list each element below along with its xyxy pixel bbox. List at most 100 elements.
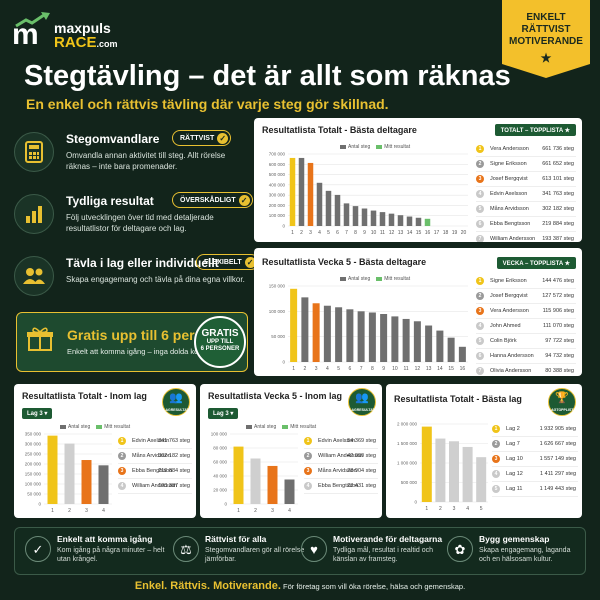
bar: [343, 203, 350, 226]
step-count: 613 101 steg: [542, 176, 574, 182]
x-tick-label: 15: [448, 366, 454, 372]
rank-badge: 1: [304, 437, 312, 445]
x-tick-label: 4: [326, 366, 329, 372]
y-tick-label: 300 000: [25, 442, 42, 447]
participant-name: Lag 12: [506, 471, 523, 477]
x-tick-label: 9: [363, 230, 366, 236]
leaderboard-row[interactable]: 7 William Andersson 193 387 steg: [476, 232, 576, 242]
y-tick-label: 0: [414, 500, 417, 505]
leaderboard-row[interactable]: 7 Olivia Andersson 80 388 steg: [476, 364, 576, 376]
leaderboard-row[interactable]: 3 Josef Bergqvist 613 101 steg: [476, 172, 576, 187]
bar: [391, 316, 399, 362]
x-tick-label: 18: [443, 230, 449, 236]
leaderboard-row[interactable]: 4 William Andersson 193 387 steg: [118, 479, 192, 494]
bar: [421, 426, 432, 502]
benefit-item: ♥ Motiverande för deltagarna Tydliga mål…: [301, 534, 443, 570]
leaderboard-row[interactable]: 4 John Ahmed 111 070 steg: [476, 319, 576, 334]
chart-legend: Antal steg Mitt resultat: [54, 424, 130, 430]
participant-name: Lag 2: [506, 426, 520, 432]
y-tick-label: 50 000: [271, 334, 285, 339]
bar: [368, 312, 376, 362]
leaderboard-row[interactable]: 1 Edvin Axelsson 54 369 steg: [304, 434, 378, 449]
bar: [462, 446, 473, 502]
x-tick-label: 5: [337, 366, 340, 372]
bar: [346, 309, 354, 362]
bar: [290, 288, 298, 362]
step-count: 23 431 steg: [347, 483, 376, 489]
panel-team-total: Resultatlista Totalt - Inom lag Lag 3 ▾ …: [14, 384, 196, 518]
x-tick-label: 4: [102, 508, 105, 514]
leaderboard-row[interactable]: 1 Edvin Axelsson 341 763 steg: [118, 434, 192, 449]
panel-title: Resultatlista Vecka 5 - Bästa deltagare: [262, 257, 427, 267]
chart-legend: Antal steg Mitt resultat: [334, 276, 410, 282]
leaderboard-row[interactable]: 3 Vera Andersson 115 906 steg: [476, 304, 576, 319]
x-tick-label: 2: [68, 508, 71, 514]
x-tick-label: 19: [452, 230, 458, 236]
leaderboard-row[interactable]: 5 Måns Arvidsson 302 182 steg: [476, 202, 576, 217]
leaderboard-row[interactable]: 4 Edvin Axelsson 341 763 steg: [476, 187, 576, 202]
panel-title: Resultatlista Vecka 5 - Inom lag: [208, 391, 343, 401]
rank-badge: 2: [304, 452, 312, 460]
leaderboard-row[interactable]: 2 Måns Arvidsson 302 182 steg: [118, 449, 192, 464]
topplista-pill[interactable]: TOTALT – TOPPLISTA ★: [494, 124, 576, 136]
panel-title: Resultatlista Totalt - Bästa deltagare: [262, 125, 417, 135]
participant-name: Ebba Bengtsson: [132, 468, 173, 474]
y-tick-label: 600 000: [269, 162, 286, 167]
leaderboard-row[interactable]: 5 Lag 11 1 149 443 steg: [492, 482, 578, 497]
panel-title: Resultatlista Totalt - Bästa lag: [394, 394, 522, 404]
leaderboard-row[interactable]: 2 Josef Bergqvist 127 572 steg: [476, 289, 576, 304]
rank-badge: 4: [492, 470, 500, 478]
check-circle-icon: ✓: [25, 536, 51, 562]
bar: [301, 297, 309, 362]
x-tick-label: 2: [439, 506, 442, 512]
leaderboard-row[interactable]: 3 Ebba Bengtsson 219 884 steg: [118, 464, 192, 479]
leaderboard-row[interactable]: 1 Signe Eriksson 144 476 steg: [476, 274, 576, 289]
team-select[interactable]: Lag 3 ▾: [208, 408, 239, 419]
feature-tag: ÖVERSKÅDLIGT ✓: [172, 192, 253, 208]
step-count: 219 884 steg: [158, 468, 190, 474]
step-count: 94 732 steg: [545, 353, 574, 359]
leaderboard-row[interactable]: 6 Ebba Bengtsson 219 884 steg: [476, 217, 576, 232]
team-select[interactable]: Lag 3 ▾: [22, 408, 53, 419]
leaderboard-row[interactable]: 1 Lag 2 1 932 905 steg: [492, 422, 578, 437]
team-badge-icon: 👥 LAGRESULTAT: [348, 388, 376, 416]
gift-icon: [27, 327, 53, 357]
topplista-pill[interactable]: VECKA – TOPPLISTA ★: [496, 257, 576, 269]
benefit-heading: Motiverande för deltagarna: [333, 534, 443, 544]
leaderboard-row[interactable]: 1 Vera Andersson 661 736 steg: [476, 142, 576, 157]
leaderboard-row[interactable]: 3 Lag 10 1 557 149 steg: [492, 452, 578, 467]
feature-heading: Tävla i lag eller individuellt: [66, 256, 219, 270]
y-tick-label: 80 000: [213, 446, 227, 451]
x-tick-label: 12: [389, 230, 395, 236]
feature-desc: Följ utvecklingen över tid med detaljera…: [66, 213, 214, 233]
leaderboard-row[interactable]: 3 Måns Arvidsson 28 904 steg: [304, 464, 378, 479]
rank-badge: 3: [492, 455, 500, 463]
leaderboard-row[interactable]: 6 Hanna Andersson 94 732 steg: [476, 349, 576, 364]
leaderboard-row[interactable]: 2 Signe Eriksson 661 652 steg: [476, 157, 576, 172]
chart-svg: 0 20 000 40 000 60 000 80 000 100 000 1 2 3 4: [211, 432, 298, 514]
bar: [233, 446, 244, 504]
benefit-heading: Enkelt att komma igång: [57, 534, 153, 544]
rank-badge: 2: [492, 440, 500, 448]
bar: [361, 208, 368, 226]
leaderboard-row[interactable]: 4 Ebba Bengtsson 23 431 steg: [304, 479, 378, 494]
gratis-seal: GRATIS UPP TILL 6 PERSONER: [194, 316, 246, 368]
leaderboard-row[interactable]: 5 Colin Björk 97 722 steg: [476, 334, 576, 349]
footer-tail: För företag som vill öka rörelse, hälsa …: [280, 582, 466, 591]
step-count: 661 736 steg: [542, 146, 574, 152]
panel-teams: Resultatlista Totalt - Bästa lag 🏆 LAGTOP…: [386, 384, 582, 518]
scales-icon: ⚖: [173, 536, 199, 562]
bar: [312, 303, 320, 362]
leaderboard-row[interactable]: 2 William Andersson 42 000 steg: [304, 449, 378, 464]
brand-logo[interactable]: m maxpuls RACE.com: [12, 12, 162, 51]
leaderboard-row[interactable]: 4 Lag 12 1 411 297 steg: [492, 467, 578, 482]
leaderboard-row[interactable]: 2 Lag 7 1 626 667 steg: [492, 437, 578, 452]
step-count: 127 572 steg: [542, 293, 574, 299]
x-tick-label: 13: [398, 230, 404, 236]
benefit-heading: Rättvist för alla: [205, 534, 267, 544]
feature-tydliga-resultat: Tydliga resultat ÖVERSKÅDLIGT ✓ Följ utve…: [14, 190, 253, 250]
rank-badge: 3: [476, 307, 484, 315]
x-tick-label: 6: [348, 366, 351, 372]
panel-total: Resultatlista Totalt - Bästa deltagare T…: [254, 118, 582, 242]
participant-name: Måns Arvidsson: [318, 468, 357, 474]
